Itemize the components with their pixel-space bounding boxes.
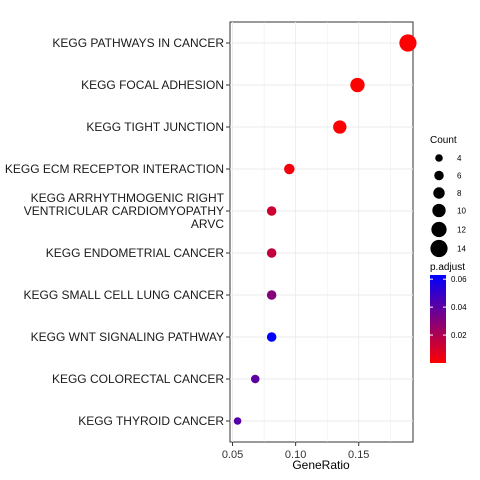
data-point [266, 290, 277, 300]
data-point [266, 332, 277, 342]
data-point [233, 417, 242, 425]
data-point [284, 163, 295, 175]
colorbar-tick-label: 0.02 [451, 331, 467, 340]
x-tick-label: 0.05 [222, 449, 243, 461]
colorbar-tick-label: 0.04 [451, 303, 467, 312]
data-point [250, 374, 260, 384]
count-legend-key [433, 187, 445, 199]
data-points [233, 34, 417, 425]
x-axis-title: GeneRatio [292, 458, 350, 472]
count-legend-label: 14 [457, 245, 466, 254]
count-legend-label: 12 [457, 226, 466, 235]
count-legend: Count 4 6 8 10 12 14 [430, 135, 466, 258]
category-label: KEGG SMALL CELL LUNG CANCER [23, 288, 224, 302]
colorbar-tick-label: 0.06 [451, 275, 467, 284]
category-label: KEGG ECM RECEPTOR INTERACTION [5, 162, 224, 176]
category-label: KEGG TIGHT JUNCTION [86, 120, 224, 134]
count-legend-key [435, 154, 443, 162]
category-labels: KEGG PATHWAYS IN CANCER KEGG FOCAL ADHESI… [5, 36, 230, 428]
p-adjust-colorbar [430, 275, 446, 363]
category-label: KEGG PATHWAYS IN CANCER [52, 36, 224, 50]
count-legend-label: 6 [457, 172, 462, 181]
x-tick-label: 0.15 [348, 449, 369, 461]
category-label: KEGG ARRHYTHMOGENIC RIGHT VENTRICULAR CAR… [24, 191, 225, 231]
data-point [266, 248, 277, 258]
p-adjust-legend: p.adjust 0.02 0.04 0.06 [430, 262, 467, 363]
category-label: KEGG WNT SIGNALING PATHWAY [31, 330, 224, 344]
data-point [333, 120, 347, 134]
grid-lines [230, 22, 413, 442]
category-label: KEGG COLORECTAL CANCER [52, 372, 224, 386]
data-point [266, 206, 277, 216]
data-point [399, 34, 417, 52]
count-legend-key [431, 221, 447, 238]
plot-panel [229, 21, 414, 443]
x-tick-label: 0.10 [285, 449, 306, 461]
category-label: KEGG FOCAL ADHESION [81, 78, 224, 92]
count-legend-label: 8 [457, 189, 462, 198]
category-label: KEGG THYROID CANCER [78, 414, 224, 428]
data-point [350, 77, 365, 93]
category-label: KEGG ENDOMETRIAL CANCER [46, 246, 225, 260]
count-legend-title: Count [430, 135, 457, 146]
count-legend-key [430, 239, 448, 258]
p-adjust-legend-title: p.adjust [430, 262, 465, 273]
x-axis: 0.05 0.10 0.15 [222, 442, 369, 461]
count-legend-label: 4 [457, 154, 462, 163]
count-legend-key [432, 203, 446, 218]
count-legend-key [434, 170, 444, 181]
count-legend-label: 10 [457, 207, 466, 216]
